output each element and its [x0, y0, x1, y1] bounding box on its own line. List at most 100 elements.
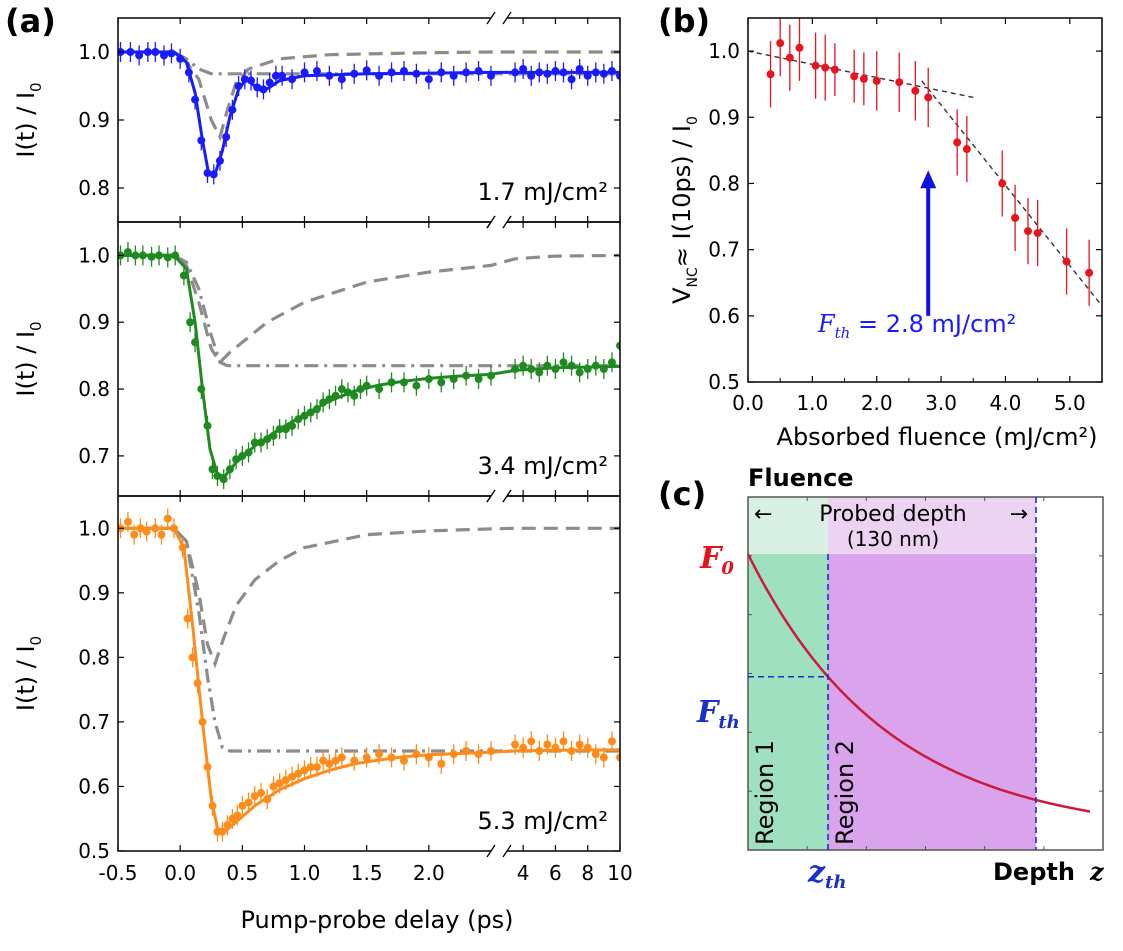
axis-break-mark	[502, 215, 512, 229]
data-point-a2	[399, 378, 408, 387]
plot-area-a2	[118, 242, 620, 490]
threshold-f: F	[817, 310, 836, 338]
axis-break-mask	[491, 846, 507, 856]
y-axis-label-text: I(t) / I	[12, 331, 40, 397]
panel-a: 0.80.91.0I(t) / I01.7 mJ/cm²0.70.80.91.0…	[12, 11, 633, 934]
axis-break-mark	[486, 489, 496, 503]
zth-label: zth	[807, 855, 846, 893]
plot-area-b	[748, 18, 1102, 307]
data-point-a1	[176, 54, 185, 63]
x-tick-label-b: 3.0	[925, 391, 957, 415]
data-point-a2	[186, 318, 195, 327]
data-point-b	[1023, 227, 1032, 236]
data-point-a1	[337, 75, 346, 84]
data-point-a2	[424, 375, 433, 384]
x-tick-label-b: 5.0	[1054, 391, 1086, 415]
data-point-a1	[288, 75, 297, 84]
data-point-a2	[203, 421, 212, 430]
data-point-a3	[157, 530, 166, 539]
data-point-a2	[171, 251, 180, 260]
panel-label-b: (b)	[658, 2, 710, 40]
x-tick-label-b: 1.0	[796, 391, 828, 415]
data-point-a1	[437, 68, 446, 77]
data-point-a2	[306, 408, 315, 417]
data-point-a3	[519, 743, 528, 752]
threshold-arrow-head	[920, 170, 937, 189]
data-point-a2	[462, 371, 471, 380]
data-point-a2	[487, 371, 495, 380]
data-point-b	[962, 145, 971, 154]
data-point-a2	[559, 358, 568, 367]
data-point-a1	[167, 49, 176, 58]
data-point-a3	[300, 766, 309, 775]
data-point-a3	[319, 756, 328, 765]
data-point-a3	[412, 750, 421, 759]
data-point-a2	[583, 365, 592, 374]
region1-fill	[748, 554, 828, 850]
y-tick-label-a3: 1.0	[78, 516, 110, 540]
data-point-a1	[278, 71, 287, 80]
data-point-a2	[387, 378, 396, 387]
data-point-a1	[362, 66, 371, 75]
y-axis-label-a3: I(t) / I0	[12, 636, 45, 711]
data-point-a2	[350, 391, 359, 400]
data-point-a2	[375, 385, 384, 394]
data-point-a2	[281, 425, 290, 434]
data-point-a3	[169, 524, 178, 533]
data-point-a3	[223, 821, 232, 830]
data-point-a2	[250, 438, 259, 447]
data-point-a2	[543, 361, 552, 370]
data-point-a3	[203, 763, 212, 772]
data-point-a3	[188, 653, 197, 662]
data-point-a1	[474, 67, 483, 76]
data-point-a1	[215, 156, 224, 165]
data-point-a3	[591, 750, 600, 759]
fth-sub: th	[718, 712, 739, 733]
data-point-a2	[356, 385, 365, 394]
data-point-b	[872, 76, 881, 85]
data-point-a1	[234, 82, 243, 90]
data-point-a1	[271, 71, 280, 80]
data-point-a1	[253, 83, 262, 92]
x-tick-label: 10	[607, 861, 632, 885]
data-point-a1	[424, 75, 433, 84]
fth-letter: F	[696, 695, 721, 730]
data-point-a2	[197, 385, 206, 394]
data-point-a2	[319, 398, 328, 407]
y-tick-label-a2: 0.8	[78, 377, 110, 401]
y-axis-label-a2: I(t) / I0	[12, 321, 45, 396]
data-point-a2	[527, 365, 536, 374]
dashed-curve-a1	[118, 50, 620, 142]
y-axis-label-text: I(t) / I	[12, 645, 40, 711]
chart-a2: 0.7 0.8 0.9 1.0 I(t) / I0 3.4 mJ/cm²	[12, 215, 621, 503]
data-point-a2	[312, 405, 321, 414]
y-tick-label-b: 1.0	[708, 39, 740, 63]
data-point-a3	[218, 827, 227, 836]
data-point-a1	[567, 75, 576, 84]
data-point-a3	[256, 788, 265, 797]
dashdot-curve-a2	[118, 253, 620, 368]
data-point-b	[785, 53, 794, 62]
data-point-a3	[575, 740, 584, 749]
plot-area-a1	[118, 42, 620, 185]
data-point-a3	[424, 753, 433, 762]
y-label-nc: NC	[685, 267, 701, 287]
data-point-a2	[567, 361, 576, 370]
data-point-b	[859, 74, 868, 83]
data-point-a1	[487, 71, 495, 80]
region2-header	[828, 497, 1036, 554]
y-label-mid: ≈ I(10ps) / I	[668, 125, 696, 267]
data-point-a2	[616, 341, 620, 350]
y-tick-label-a3: 0.9	[78, 581, 110, 605]
data-point-a2	[344, 388, 353, 397]
data-point-b	[1085, 268, 1094, 277]
axis-break-mark	[502, 489, 512, 503]
data-point-a2	[288, 421, 297, 430]
data-point-a3	[527, 737, 536, 746]
data-point-a1	[412, 69, 421, 78]
data-point-a3	[399, 756, 408, 765]
x-tick-label: 1.5	[351, 861, 383, 885]
frame-b	[747, 17, 1103, 383]
x-tick-label: 0.0	[164, 861, 196, 885]
y-tick-label-a2: 0.7	[78, 444, 110, 468]
